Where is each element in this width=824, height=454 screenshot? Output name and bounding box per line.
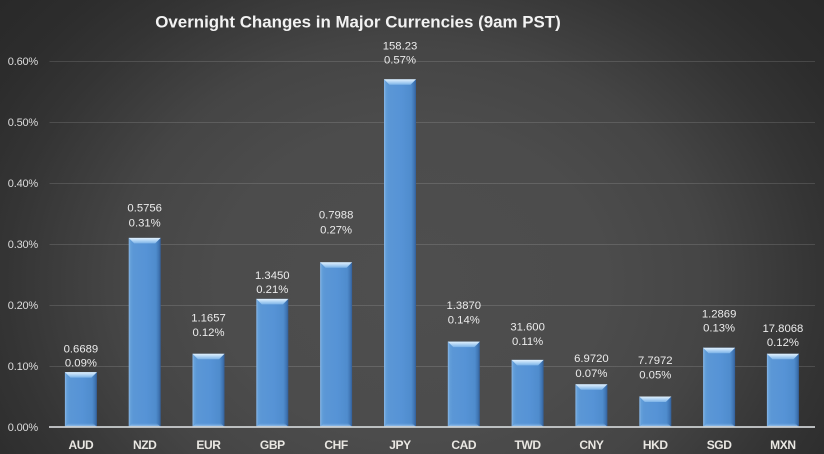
svg-text:0.31%: 0.31%	[129, 218, 161, 230]
svg-text:0.50%: 0.50%	[8, 117, 39, 129]
svg-text:MXN: MXN	[770, 438, 795, 452]
svg-text:HKD: HKD	[643, 438, 669, 452]
svg-text:0.6689: 0.6689	[64, 344, 99, 356]
svg-text:0.27%: 0.27%	[320, 225, 352, 237]
svg-text:TWD: TWD	[515, 438, 542, 452]
svg-text:17.8068: 17.8068	[762, 323, 803, 335]
svg-text:0.14%: 0.14%	[448, 315, 480, 327]
svg-text:0.57%: 0.57%	[384, 55, 416, 67]
svg-text:1.1657: 1.1657	[191, 313, 226, 325]
svg-text:0.60%: 0.60%	[8, 56, 39, 68]
svg-text:0.20%: 0.20%	[8, 300, 39, 312]
svg-text:1.3870: 1.3870	[447, 300, 482, 312]
svg-text:0.13%: 0.13%	[703, 323, 735, 335]
svg-text:Overnight Changes in Major Cur: Overnight Changes in Major Currencies (9…	[155, 12, 560, 31]
svg-text:1.3450: 1.3450	[255, 270, 290, 282]
svg-text:CHF: CHF	[324, 438, 348, 452]
svg-text:NZD: NZD	[133, 438, 157, 452]
svg-text:0.07%: 0.07%	[575, 368, 607, 380]
svg-text:0.05%: 0.05%	[639, 369, 671, 381]
svg-text:31.600: 31.600	[510, 322, 545, 334]
svg-text:6.9720: 6.9720	[574, 353, 609, 365]
svg-text:0.21%: 0.21%	[256, 284, 288, 296]
svg-text:0.11%: 0.11%	[512, 336, 543, 348]
svg-text:EUR: EUR	[196, 438, 221, 452]
svg-text:1.2869: 1.2869	[702, 309, 737, 321]
svg-text:0.12%: 0.12%	[192, 327, 224, 339]
svg-text:0.7988: 0.7988	[319, 210, 354, 222]
svg-text:GBP: GBP	[260, 438, 285, 452]
svg-text:0.10%: 0.10%	[8, 361, 39, 373]
svg-text:CAD: CAD	[451, 438, 477, 452]
svg-text:0.40%: 0.40%	[8, 178, 39, 190]
svg-text:CNY: CNY	[579, 438, 604, 452]
svg-text:0.12%: 0.12%	[767, 337, 799, 349]
svg-text:SGD: SGD	[707, 438, 733, 452]
svg-text:158.23: 158.23	[383, 41, 418, 53]
svg-text:0.00%: 0.00%	[8, 422, 39, 434]
svg-text:0.09%: 0.09%	[65, 358, 97, 370]
svg-text:0.5756: 0.5756	[127, 203, 162, 215]
svg-text:7.7972: 7.7972	[638, 355, 673, 367]
svg-text:0.30%: 0.30%	[8, 239, 39, 251]
svg-text:JPY: JPY	[389, 438, 411, 452]
svg-text:AUD: AUD	[68, 438, 94, 452]
